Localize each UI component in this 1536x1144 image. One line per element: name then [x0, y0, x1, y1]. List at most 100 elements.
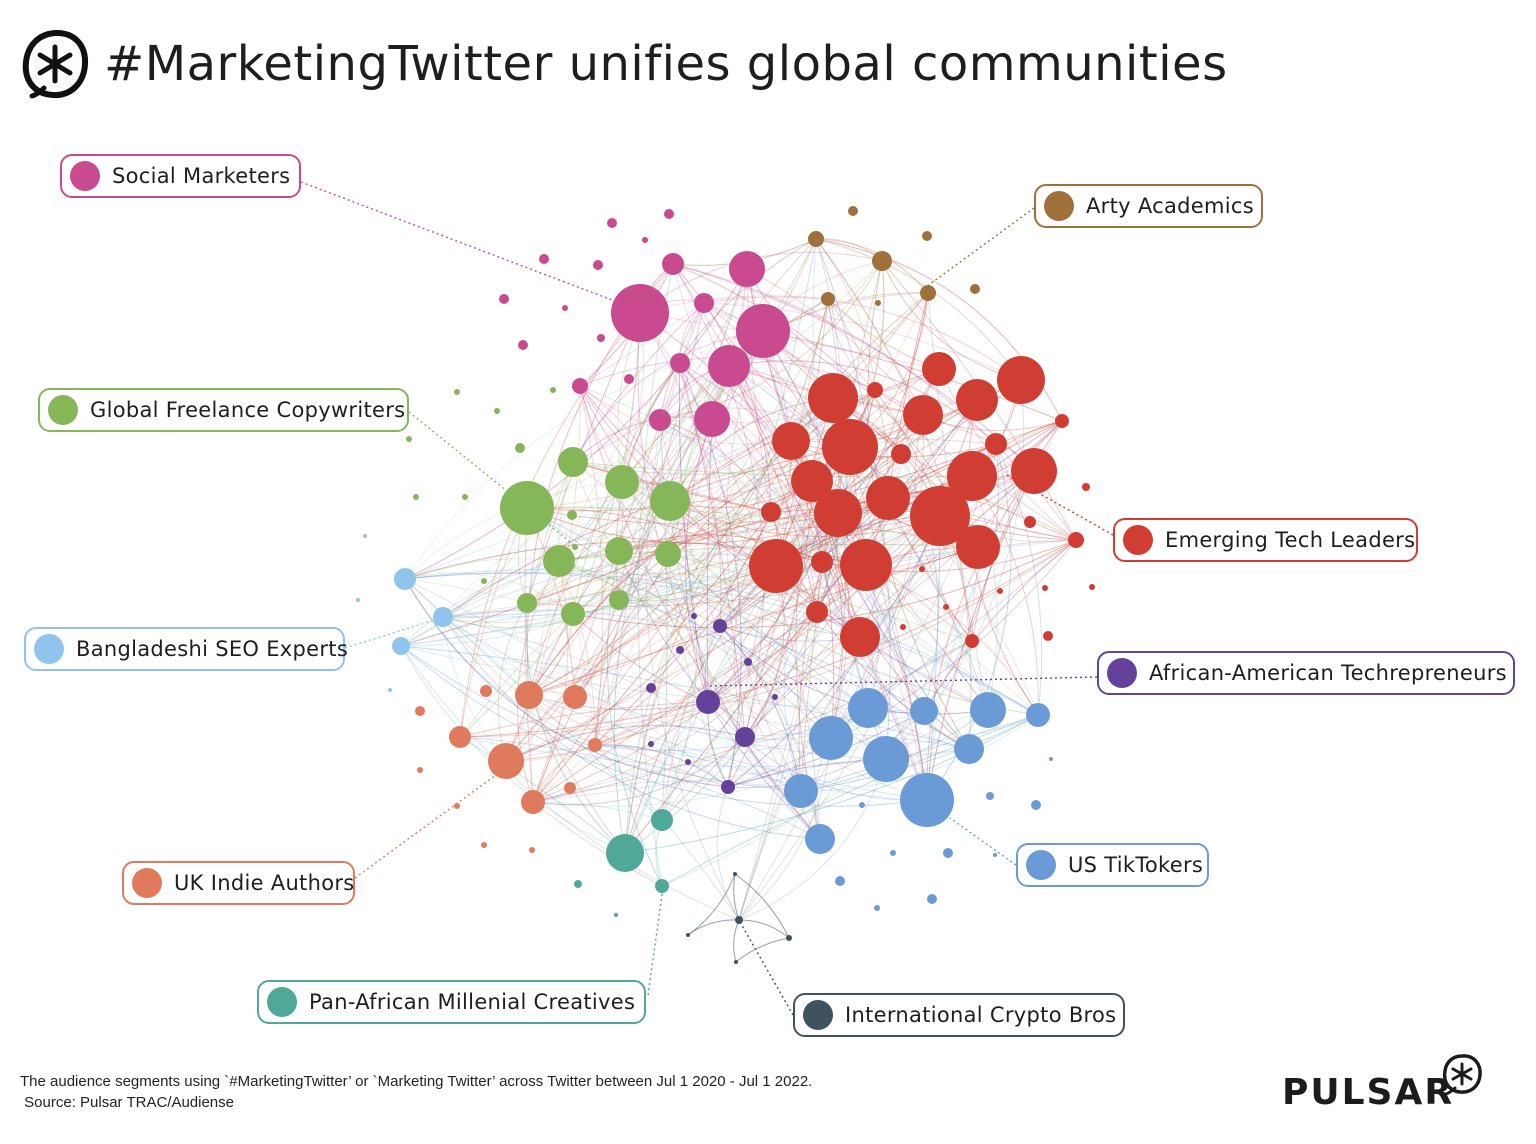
network-edge	[532, 640, 973, 803]
network-edge	[526, 238, 817, 604]
network-node-freelance	[561, 602, 585, 626]
network-node-tech	[1024, 516, 1036, 528]
network-edge	[738, 470, 1035, 921]
network-node-freelance	[572, 544, 578, 550]
network-edge	[637, 312, 821, 840]
network-node-crypto	[734, 960, 738, 964]
network-node-social	[736, 304, 790, 358]
legend-dot-uk-indie-authors	[132, 868, 162, 898]
network-node-social	[694, 401, 730, 437]
network-edge	[526, 260, 883, 509]
network-node-freelance	[650, 481, 690, 521]
network-node-tech	[822, 419, 878, 475]
network-edge	[404, 558, 560, 580]
network-edge	[442, 616, 596, 746]
network-edge	[672, 263, 1039, 716]
network-edge	[532, 801, 663, 821]
network-edge	[459, 701, 709, 738]
legend-label-emerging-tech-leaders: Emerging Tech Leaders	[1165, 528, 1416, 552]
legend-bangladeshi-seo-experts: Bangladeshi SEO Experts	[24, 627, 349, 671]
network-node-uk	[449, 726, 471, 748]
network-edge	[459, 736, 626, 854]
network-node-tech	[1068, 532, 1084, 548]
network-edge	[526, 461, 574, 604]
network-edge	[971, 475, 1039, 716]
network-edge	[404, 578, 729, 788]
network-node-afam	[646, 683, 656, 693]
network-node-freelance	[605, 537, 633, 565]
legend-connector-tech	[1004, 473, 1114, 536]
network-edge	[672, 263, 1035, 472]
network-edge	[505, 745, 802, 792]
legend-connector-arty	[925, 207, 1035, 288]
network-node-tech	[1055, 414, 1069, 428]
network-edge	[459, 507, 528, 738]
network-edge	[532, 748, 970, 803]
legend-connector-crypto	[739, 921, 794, 1016]
network-edge	[505, 725, 746, 762]
legend-connector-seo	[344, 616, 445, 649]
network-edge	[517, 560, 560, 803]
network-edge	[727, 515, 941, 788]
network-edge	[728, 365, 818, 613]
network-edge	[646, 302, 740, 921]
network-edge	[572, 268, 748, 463]
network-edge	[738, 379, 1022, 921]
network-node-seo	[388, 688, 392, 692]
brand-wordmark: PULSAR	[1282, 1072, 1455, 1113]
network-node-freelance	[567, 510, 577, 520]
network-node-us	[1026, 703, 1050, 727]
network-edge	[579, 385, 821, 840]
network-edge	[526, 506, 861, 638]
network-edge	[459, 539, 1077, 738]
network-node-uk	[415, 706, 425, 716]
network-edge	[594, 744, 802, 792]
network-edge	[679, 362, 746, 738]
network-edge	[667, 553, 729, 788]
network-edge	[579, 385, 989, 711]
legend-label-us-tiktokers: US TikTokers	[1068, 853, 1204, 877]
network-edge	[624, 714, 1039, 854]
network-node-us	[874, 905, 880, 911]
network-edge	[667, 553, 823, 566]
network-edge	[526, 546, 979, 607]
network-edge	[624, 399, 978, 854]
network-node-seo	[394, 568, 416, 590]
legend-connector-social	[300, 181, 613, 301]
network-edge	[661, 758, 887, 887]
network-edge	[827, 298, 876, 391]
network-node-freelance	[558, 447, 588, 477]
network-edge	[687, 919, 740, 936]
network-node-uk	[564, 782, 576, 794]
network-node-uk	[515, 681, 543, 709]
network-node-uk	[588, 738, 602, 752]
network-node-afam	[735, 727, 755, 747]
network-edge	[624, 260, 883, 854]
network-edge	[594, 744, 729, 788]
network-edge	[971, 420, 1063, 642]
network-node-arty	[875, 300, 881, 306]
network-node-tech	[866, 476, 910, 520]
legend-label-bangladeshi-seo-experts: Bangladeshi SEO Experts	[76, 637, 349, 661]
legend-label-international-crypto-bros: International Crypto Bros	[845, 1003, 1117, 1027]
legend-label-social-marketers: Social Marketers	[112, 164, 291, 188]
network-edge	[442, 599, 620, 629]
network-node-afam	[648, 741, 654, 747]
network-node-uk	[481, 842, 487, 848]
network-node-social	[607, 218, 617, 228]
legend-us-tiktokers: US TikTokers	[1016, 843, 1209, 887]
network-node-seo	[392, 637, 410, 655]
network-edge	[572, 330, 764, 463]
legend-label-arty-academics: Arty Academics	[1086, 194, 1254, 218]
legend-social-marketers: Social Marketers	[60, 154, 301, 198]
network-node-tech	[867, 382, 883, 398]
network-node-social	[649, 409, 671, 431]
network-edge	[669, 500, 818, 613]
network-node-tech	[791, 460, 833, 502]
network-node-arty	[808, 231, 824, 247]
network-edge	[400, 645, 740, 921]
network-node-tech	[1043, 631, 1053, 641]
network-edge	[505, 511, 772, 762]
legend-dot-bangladeshi-seo-experts	[34, 634, 64, 664]
network-edge	[528, 546, 979, 696]
